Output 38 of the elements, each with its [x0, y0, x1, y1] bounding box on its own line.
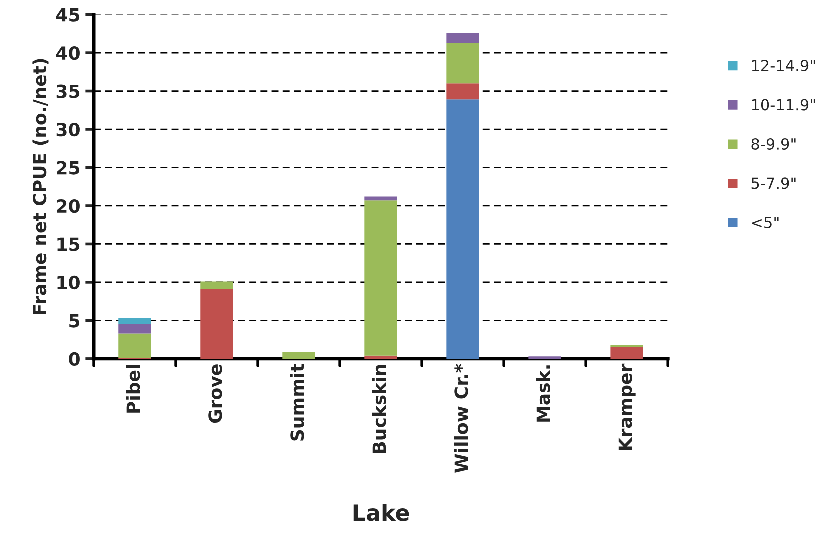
- bar: [118, 334, 152, 358]
- x-tick-label: Buckskin: [372, 365, 386, 454]
- bar: [446, 43, 480, 84]
- bar: [200, 282, 234, 290]
- y-tick-label: 40: [56, 46, 80, 60]
- x-tick-label: Summit: [290, 364, 304, 441]
- y-tick-label: 5: [70, 314, 80, 328]
- y-axis-title: Frame net CPUE (no./net): [32, 59, 49, 314]
- legend-label: 10-11.9": [752, 99, 816, 111]
- bar: [446, 33, 480, 44]
- bar: [364, 196, 398, 201]
- y-tick-label: 35: [56, 84, 80, 98]
- bar: [446, 100, 480, 359]
- y-tick-label: 30: [56, 122, 80, 137]
- y-tick-label: 45: [56, 8, 80, 22]
- bar: [610, 347, 644, 359]
- bar: [364, 356, 398, 359]
- bar: [364, 200, 398, 356]
- legend-label: 5-7.9": [752, 178, 796, 190]
- bar: [118, 324, 152, 334]
- x-tick-label: Grove: [208, 364, 222, 424]
- x-tick-label: Pibel: [126, 365, 140, 413]
- legend-label: 8-9.9": [752, 138, 796, 150]
- bar: [200, 289, 234, 359]
- y-tick-label: 0: [69, 352, 80, 366]
- x-tick-label: Willow Cr.*: [454, 364, 468, 473]
- x-tick-label: Mask.: [536, 366, 550, 422]
- legend-label: <5": [752, 217, 779, 228]
- bar: [446, 84, 480, 100]
- y-tick-label: 20: [57, 199, 80, 214]
- x-tick-label: Kramper: [618, 364, 636, 450]
- y-tick-label: 10: [58, 276, 80, 290]
- x-axis-title: Lake: [354, 504, 410, 522]
- legend-label: 12-14.9": [752, 60, 816, 72]
- bar: [282, 352, 316, 359]
- y-tick-label: 15: [58, 238, 80, 252]
- bar: [118, 318, 152, 325]
- y-tick-label: 25: [57, 161, 80, 175]
